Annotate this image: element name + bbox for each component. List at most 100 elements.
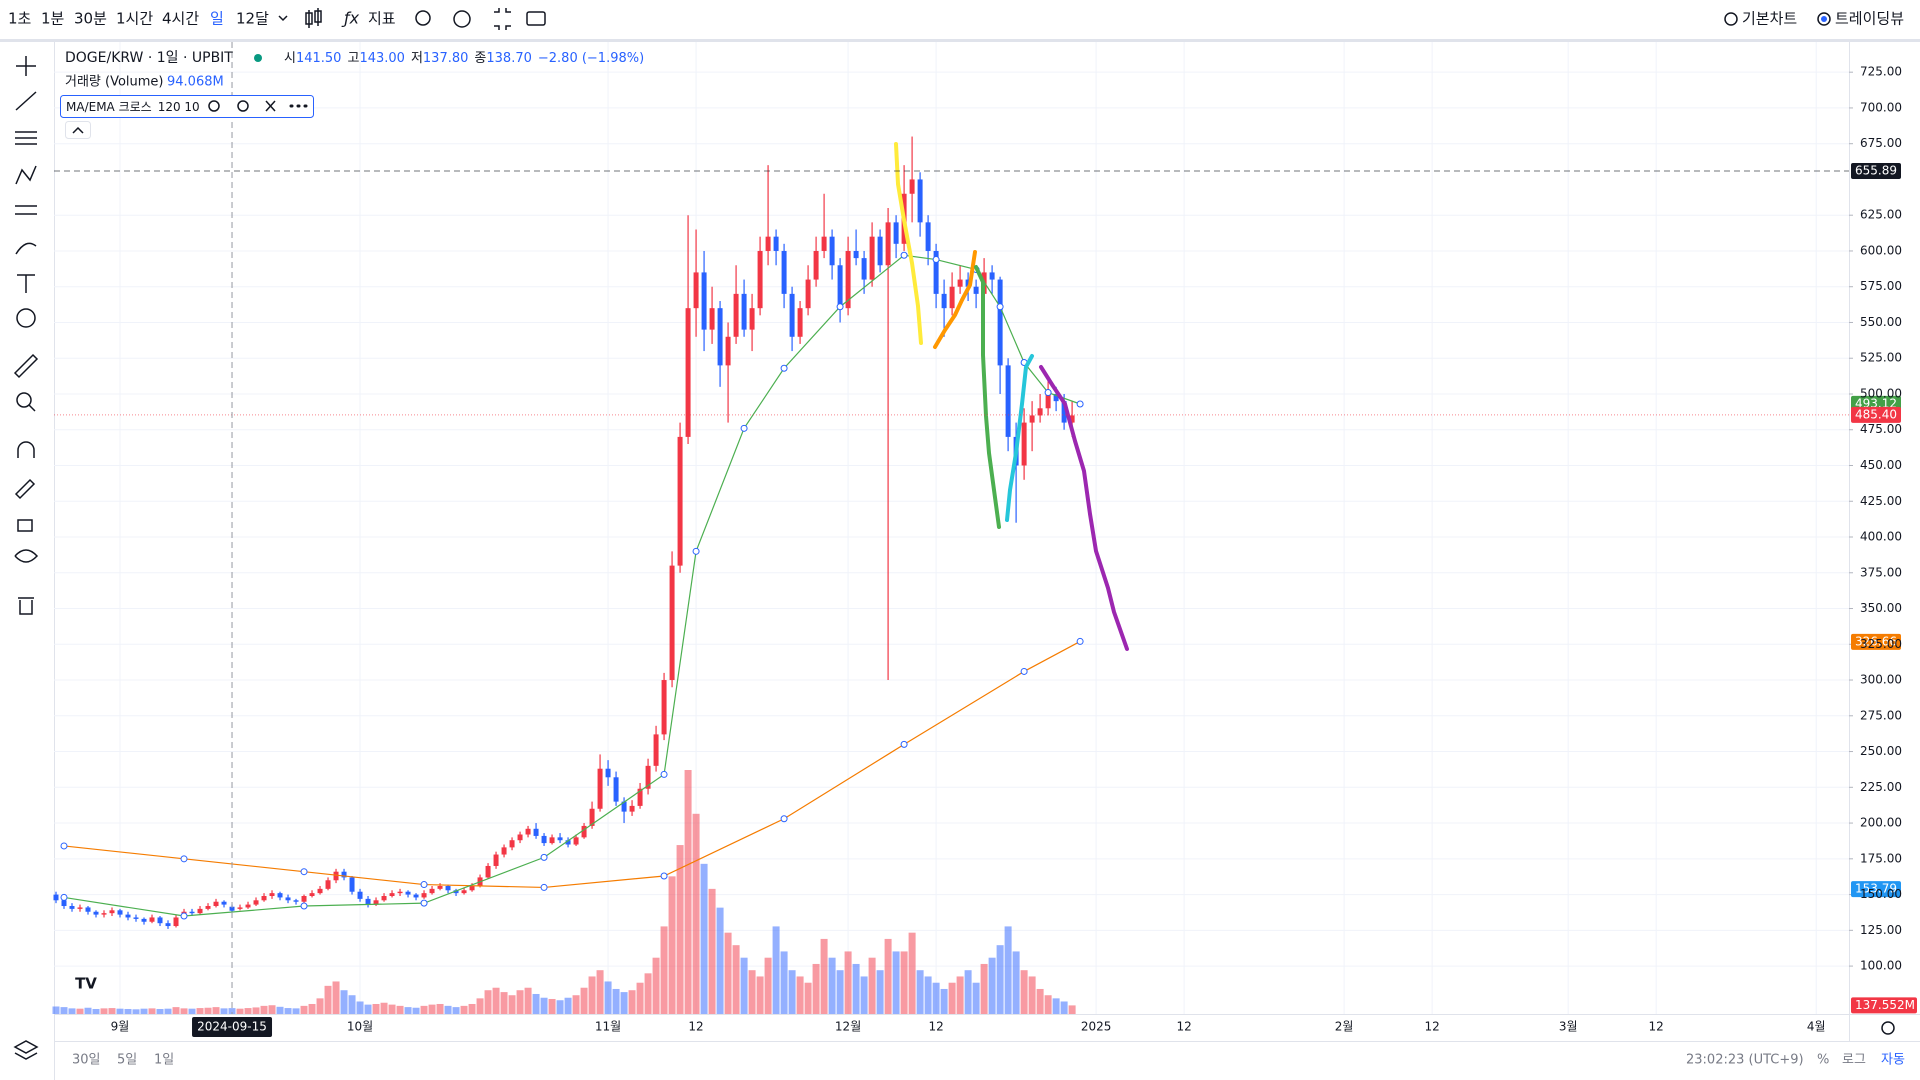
interval[interactable]: 4시간: [162, 10, 199, 28]
indicator-params: 120 10: [158, 100, 200, 114]
fx-icon[interactable]: ƒx: [341, 9, 360, 28]
indicator-remove[interactable]: [265, 100, 276, 112]
volume-bar: [460, 1005, 468, 1014]
candle-body: [581, 825, 587, 838]
drawing-orange[interactable]: [933, 250, 977, 349]
collapse-button[interactable]: [65, 121, 91, 139]
drawing-purple[interactable]: [1039, 365, 1129, 651]
percent-toggle[interactable]: %: [1817, 1053, 1829, 1068]
fullscreen-button[interactable]: [494, 8, 511, 30]
candle-body: [797, 308, 803, 337]
volume-bar: [732, 945, 740, 1014]
chart-type-tv[interactable]: 트레이딩뷰: [1835, 10, 1904, 28]
range-button[interactable]: 1일: [154, 1053, 174, 1068]
y-tick-label: 375.00: [1860, 565, 1902, 579]
close-label: 종: [474, 51, 486, 66]
candle-body: [653, 734, 659, 766]
x-tick-label: 12: [688, 1020, 703, 1034]
y-tick-label: 475.00: [1860, 422, 1902, 436]
candle-body: [757, 250, 763, 309]
volume-bar: [612, 988, 620, 1014]
screenshot-button[interactable]: [526, 11, 546, 26]
candle-body: [1029, 415, 1035, 423]
indicator-visibility[interactable]: [208, 100, 220, 112]
drawing-tools[interactable]: [13, 56, 39, 1060]
radio-tv[interactable]: [1817, 12, 1831, 26]
volume-bar: [292, 1008, 300, 1014]
ma-marker: [420, 881, 428, 889]
volume-bar: [308, 1003, 316, 1014]
volume-bar: [164, 1008, 172, 1014]
ma-marker: [932, 256, 940, 264]
logo[interactable]: [70, 970, 102, 998]
volume-bar: [76, 1008, 84, 1014]
ma-marker: [1044, 389, 1052, 397]
interval[interactable]: 1시간: [116, 10, 153, 28]
y-tick-label: 400.00: [1860, 530, 1902, 544]
candle-body: [373, 900, 379, 905]
radio-basic[interactable]: [1724, 12, 1738, 26]
volume-bar: [372, 1003, 380, 1014]
x-tick-label: 4월: [1807, 1020, 1826, 1034]
drawings[interactable]: [894, 142, 1129, 651]
volume-bar: [572, 995, 580, 1014]
settings-button[interactable]: [453, 10, 471, 28]
volume-bar: [348, 995, 356, 1014]
interval-active[interactable]: 일: [210, 10, 224, 28]
alert-button[interactable]: [415, 10, 431, 26]
indicator-settings[interactable]: [237, 100, 249, 112]
ma-marker: [660, 872, 668, 880]
interval-dropdown[interactable]: [278, 15, 288, 22]
volume-bar: [476, 998, 484, 1014]
volume-bar: [300, 1005, 308, 1014]
chart-type-button[interactable]: [305, 8, 322, 28]
volume-bar: [108, 1008, 116, 1014]
candle-body: [325, 880, 331, 889]
candle-body: [669, 565, 675, 681]
candle-body: [189, 911, 195, 914]
volume-bar: [172, 1007, 180, 1014]
drawing-yellow[interactable]: [894, 142, 923, 345]
auto-toggle[interactable]: 자동: [1881, 1053, 1905, 1068]
candle-body: [837, 265, 843, 309]
candle-body: [597, 768, 603, 809]
candle-body: [341, 871, 347, 878]
volume-bar: [724, 932, 732, 1014]
volume-bar: [596, 970, 604, 1014]
volume-bar: [772, 926, 780, 1014]
candle-body: [501, 847, 507, 855]
candle-body: [365, 898, 371, 905]
indicator-box[interactable]: [60, 95, 314, 118]
volume-bar: [1020, 970, 1028, 1014]
top-toolbar: [0, 0, 1920, 40]
volume-bar: [660, 926, 668, 1014]
candle-body: [629, 805, 635, 812]
volume-bar: [284, 1008, 292, 1014]
drawing-green[interactable]: [974, 265, 1001, 529]
interval[interactable]: 1분: [41, 10, 65, 28]
candle-body: [549, 837, 555, 844]
candle-body: [317, 888, 323, 894]
low-value: 137.80: [423, 51, 469, 66]
volume-bar: [1060, 1001, 1068, 1014]
candle-body: [957, 279, 963, 287]
range-button[interactable]: 5일: [117, 1053, 137, 1068]
axis-settings[interactable]: [1881, 1021, 1895, 1035]
interval[interactable]: 1초: [8, 10, 32, 28]
volume-bar: [116, 1008, 124, 1014]
volume-bar: [644, 973, 652, 1014]
drawing-cyan[interactable]: [1005, 354, 1034, 522]
ma-marker: [60, 842, 68, 850]
volume-bar: [196, 1008, 204, 1014]
interval[interactable]: 12달: [236, 10, 269, 28]
range-button[interactable]: 30일: [72, 1053, 101, 1068]
candle-body: [613, 777, 619, 802]
interval[interactable]: 30분: [74, 10, 107, 28]
volume-bar: [524, 987, 532, 1014]
volume-bar: [420, 1005, 428, 1014]
candle-body: [109, 910, 115, 914]
chart-type-basic[interactable]: 기본차트: [1742, 10, 1797, 28]
candle-body: [61, 900, 67, 907]
indicators-button[interactable]: 지표: [368, 10, 396, 28]
log-toggle[interactable]: 로그: [1842, 1053, 1866, 1068]
